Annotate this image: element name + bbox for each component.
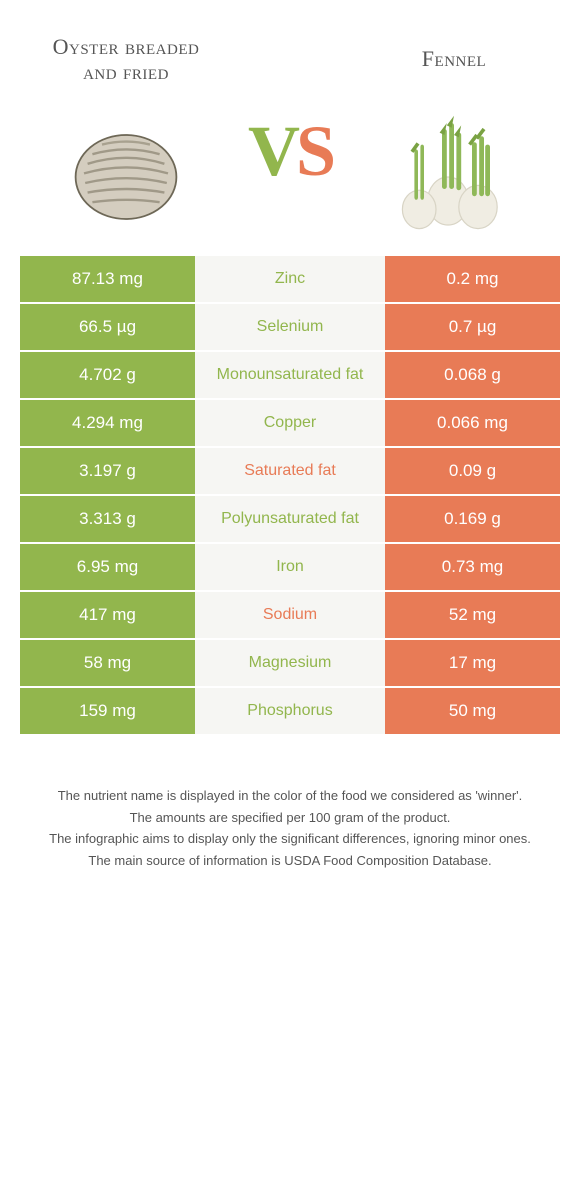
- value-right: 50 mg: [385, 688, 560, 734]
- nutrient-table: 87.13 mgZinc0.2 mg66.5 µgSelenium0.7 µg4…: [0, 246, 580, 756]
- value-left: 58 mg: [20, 640, 195, 686]
- food-right-title: Fennel: [422, 20, 486, 98]
- value-right: 0.2 mg: [385, 256, 560, 302]
- value-right: 0.068 g: [385, 352, 560, 398]
- footnote-line: The infographic aims to display only the…: [40, 829, 540, 849]
- nutrient-label: Magnesium: [195, 640, 385, 686]
- value-left: 66.5 µg: [20, 304, 195, 350]
- nutrient-label: Zinc: [195, 256, 385, 302]
- footnote-line: The main source of information is USDA F…: [40, 851, 540, 871]
- table-row: 417 mgSodium52 mg: [20, 592, 560, 640]
- food-left-title: Oyster breaded and fried: [36, 20, 216, 98]
- value-left: 6.95 mg: [20, 544, 195, 590]
- nutrient-label: Polyunsaturated fat: [195, 496, 385, 542]
- food-left-header: Oyster breaded and fried: [36, 20, 216, 236]
- value-right: 52 mg: [385, 592, 560, 638]
- nutrient-label: Phosphorus: [195, 688, 385, 734]
- value-left: 4.294 mg: [20, 400, 195, 446]
- nutrient-label: Selenium: [195, 304, 385, 350]
- table-row: 159 mgPhosphorus50 mg: [20, 688, 560, 736]
- value-left: 159 mg: [20, 688, 195, 734]
- value-left: 3.197 g: [20, 448, 195, 494]
- value-right: 0.09 g: [385, 448, 560, 494]
- value-left: 417 mg: [20, 592, 195, 638]
- nutrient-label: Copper: [195, 400, 385, 446]
- table-row: 87.13 mgZinc0.2 mg: [20, 256, 560, 304]
- food-right-header: Fennel: [364, 20, 544, 236]
- vs-label: VS: [248, 110, 332, 193]
- table-row: 3.313 gPolyunsaturated fat0.169 g: [20, 496, 560, 544]
- nutrient-label: Monounsaturated fat: [195, 352, 385, 398]
- table-row: 58 mgMagnesium17 mg: [20, 640, 560, 688]
- oyster-image: [61, 106, 191, 236]
- footnote-line: The amounts are specified per 100 gram o…: [40, 808, 540, 828]
- footnote-line: The nutrient name is displayed in the co…: [40, 786, 540, 806]
- vs-v: V: [248, 110, 296, 193]
- table-row: 4.294 mgCopper0.066 mg: [20, 400, 560, 448]
- value-left: 4.702 g: [20, 352, 195, 398]
- value-left: 87.13 mg: [20, 256, 195, 302]
- value-right: 0.169 g: [385, 496, 560, 542]
- footnotes: The nutrient name is displayed in the co…: [0, 756, 580, 902]
- value-right: 0.73 mg: [385, 544, 560, 590]
- value-right: 0.066 mg: [385, 400, 560, 446]
- vs-s: S: [296, 110, 332, 193]
- nutrient-label: Iron: [195, 544, 385, 590]
- table-row: 3.197 gSaturated fat0.09 g: [20, 448, 560, 496]
- comparison-header: Oyster breaded and fried VS Fennel: [0, 0, 580, 246]
- value-right: 0.7 µg: [385, 304, 560, 350]
- nutrient-label: Saturated fat: [195, 448, 385, 494]
- value-left: 3.313 g: [20, 496, 195, 542]
- table-row: 4.702 gMonounsaturated fat0.068 g: [20, 352, 560, 400]
- fennel-image: [389, 106, 519, 236]
- table-row: 66.5 µgSelenium0.7 µg: [20, 304, 560, 352]
- value-right: 17 mg: [385, 640, 560, 686]
- table-row: 6.95 mgIron0.73 mg: [20, 544, 560, 592]
- nutrient-label: Sodium: [195, 592, 385, 638]
